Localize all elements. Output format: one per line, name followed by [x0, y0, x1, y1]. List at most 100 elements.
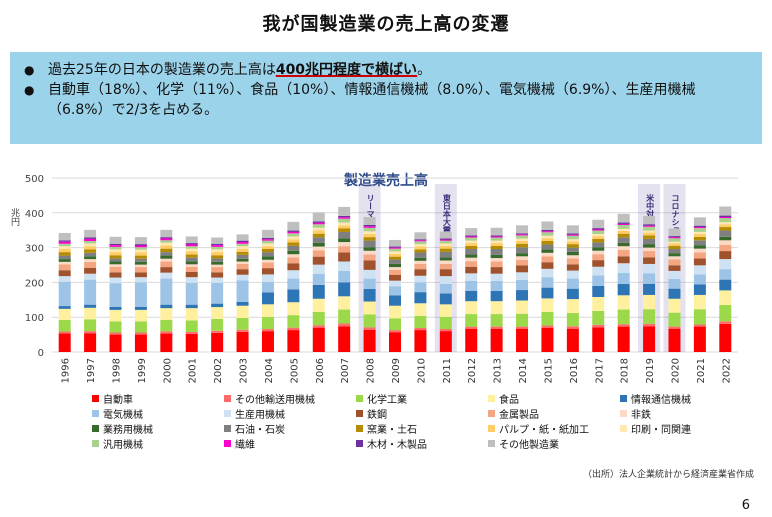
- bar-segment: [592, 324, 605, 328]
- bar-segment: [643, 273, 656, 284]
- bar-segment: [668, 241, 681, 244]
- summary-text-2: 自動車（18%）、化学（11%）、食品（10%）、情報通信機械（8.0%）、電気…: [48, 80, 748, 120]
- bar-segment: [363, 224, 376, 227]
- bar-segment: [617, 326, 630, 352]
- bar-segment: [516, 300, 529, 314]
- bar-segment: [617, 242, 630, 247]
- bar-segment: [490, 273, 503, 282]
- bar-segment: [287, 302, 300, 316]
- bar-segment: [185, 236, 198, 244]
- bar-segment: [134, 258, 147, 262]
- bar-segment: [566, 328, 579, 352]
- bar-segment: [566, 244, 579, 248]
- legend-swatch: [224, 409, 231, 417]
- bar-segment: [643, 235, 656, 239]
- bar-segment: [414, 282, 427, 293]
- bar-segment: [693, 227, 706, 229]
- bar-segment: [261, 237, 274, 240]
- bar-segment: [516, 247, 529, 254]
- bar-segment: [566, 299, 579, 314]
- bar-segment: [134, 249, 147, 253]
- bar-segment: [693, 225, 706, 228]
- bar-segment: [592, 219, 605, 229]
- bar-segment: [287, 289, 300, 303]
- bar-segment: [84, 238, 97, 241]
- bar-segment: [719, 269, 732, 280]
- y-tick-label: 200: [25, 278, 44, 289]
- legend-swatch: [620, 409, 627, 417]
- bar-segment: [439, 239, 452, 241]
- bar-segment: [261, 268, 274, 275]
- bar-segment: [185, 264, 198, 267]
- bar-segment: [490, 261, 503, 268]
- bar-segment: [566, 251, 579, 256]
- bar-segment: [414, 315, 427, 328]
- x-tick-label: 1998: [112, 358, 123, 383]
- bar-segment: [312, 237, 325, 243]
- x-tick-label: 2021: [696, 358, 707, 383]
- bar-segment: [338, 270, 351, 283]
- bar-segment: [541, 221, 554, 230]
- bar-segment: [211, 307, 224, 319]
- legend-swatch: [92, 439, 99, 447]
- bar-segment: [160, 319, 173, 332]
- bar-segment: [312, 222, 325, 225]
- bar-segment: [58, 232, 71, 241]
- bar-segment: [134, 245, 147, 248]
- bar-segment: [84, 307, 97, 320]
- x-tick-label: 2002: [213, 358, 224, 383]
- bar-segment: [84, 331, 97, 334]
- legend-label: 木材・木製品: [367, 439, 427, 451]
- bar-segment: [414, 246, 427, 250]
- bar-segment: [490, 254, 503, 259]
- bar-segment: [261, 262, 274, 269]
- bar-segment: [617, 237, 630, 243]
- bar-segment: [566, 313, 579, 327]
- legend-swatch: [356, 394, 363, 402]
- bar-segment: [668, 278, 681, 289]
- bar-segment: [363, 289, 376, 302]
- bar-segment: [592, 250, 605, 255]
- legend-swatch: [224, 424, 231, 432]
- bar-segment: [58, 261, 71, 265]
- bar-segment: [160, 255, 173, 259]
- x-tick-label: 2016: [569, 358, 580, 383]
- bar-segment: [668, 259, 681, 266]
- bar-segment: [490, 290, 503, 302]
- bar-segment: [211, 243, 224, 246]
- bar-segment: [261, 240, 274, 244]
- bar-segment: [338, 326, 351, 352]
- bar-segment: [465, 328, 478, 352]
- bar-segment: [261, 246, 274, 249]
- bar-segment: [490, 236, 503, 238]
- x-tick-label: 2018: [620, 358, 631, 383]
- bar-segment: [312, 264, 325, 274]
- bar-segment: [719, 305, 732, 322]
- bar-segment: [160, 238, 173, 241]
- bar-segment: [134, 306, 147, 310]
- bar-segment: [211, 303, 224, 308]
- x-tick-label: 2019: [645, 358, 656, 383]
- legend-label: 印刷・同関連: [631, 424, 691, 436]
- bar-segment: [643, 263, 656, 274]
- bullet-1-pre: 過去25年の日本の製造業の売上高は: [48, 62, 276, 78]
- bar-segment: [236, 248, 249, 252]
- bar-segment: [58, 333, 71, 352]
- bar-segment: [287, 242, 300, 246]
- bar-segment: [490, 243, 503, 246]
- bar-segment: [643, 238, 656, 245]
- legend-label: 窯業・土石: [367, 424, 417, 436]
- bar-segment: [566, 235, 579, 240]
- bar-segment: [84, 240, 97, 244]
- bar-segment: [541, 244, 554, 250]
- legend-label: 情報通信機械: [631, 394, 691, 406]
- bar-segment: [668, 298, 681, 313]
- bar-segment: [566, 278, 579, 289]
- bar-segment: [414, 239, 427, 241]
- bar-segment: [465, 254, 478, 258]
- bar-segment: [490, 281, 503, 291]
- x-tick-label: 2017: [594, 358, 605, 383]
- bullet-1-emphasis: 400兆円程度で横ばい: [275, 62, 418, 78]
- bar-segment: [541, 277, 554, 288]
- bar-segment: [287, 239, 300, 243]
